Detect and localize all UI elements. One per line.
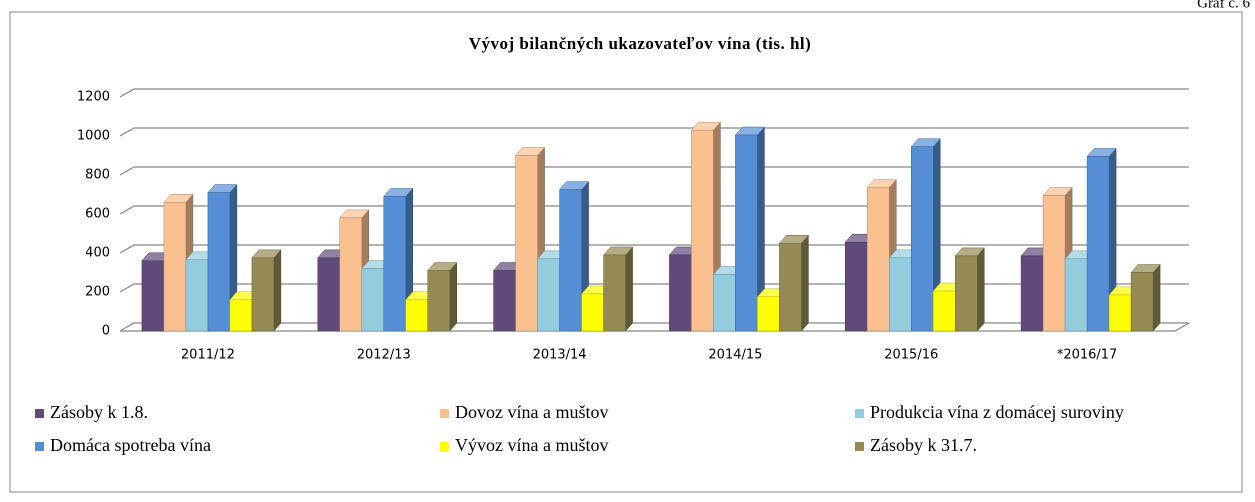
bar-side: [449, 261, 457, 332]
legend-swatch: [35, 409, 44, 418]
bar: [207, 192, 231, 332]
bar: [581, 293, 604, 332]
grid-line: [119, 244, 1189, 254]
bar: [361, 268, 384, 332]
bar: [493, 270, 516, 332]
grid-line: [119, 127, 1189, 137]
legend-label: Domáca spotreba vína: [50, 435, 211, 455]
bar-side: [273, 249, 282, 332]
bar: [1086, 156, 1110, 332]
bar: [669, 254, 692, 332]
x-tick-label: 2013/14: [533, 348, 587, 363]
y-tick-label: 200: [85, 285, 110, 300]
bar-side: [625, 246, 633, 332]
bar: [405, 299, 428, 332]
bar: [757, 296, 780, 332]
bar: [1108, 294, 1132, 332]
y-tick-label: 0: [102, 324, 110, 339]
x-tick-label: 2012/13: [357, 348, 411, 363]
bar: [339, 217, 362, 332]
y-tick-label: 1000: [77, 129, 110, 144]
bar: [185, 259, 209, 332]
legend-label: Zásoby k 1.8.: [50, 402, 148, 422]
legend-label: Dovoz vína a muštov: [455, 402, 608, 422]
bar: [1042, 195, 1066, 332]
bar: [603, 254, 626, 332]
bar: [251, 257, 275, 332]
bar: [691, 129, 714, 332]
bar: [317, 257, 340, 332]
bar: [229, 299, 253, 332]
y-tick-label: 800: [85, 168, 110, 183]
legend-swatch: [440, 409, 449, 418]
bar-side: [801, 234, 809, 332]
grid-line: [119, 166, 1189, 176]
legend-label: Produkcia vína z domácej suroviny: [870, 402, 1124, 422]
x-tick-label: 2014/15: [708, 348, 762, 363]
y-tick-label: 400: [85, 246, 110, 261]
bar: [163, 202, 187, 332]
y-tick-label: 1200: [77, 90, 110, 105]
floor: [120, 322, 1190, 332]
bar: [933, 290, 956, 332]
grid-line: [119, 88, 1189, 98]
x-tick-label: 2015/16: [884, 348, 938, 363]
chart-title: Vývoj bilančných ukazovateľov vína (tis.…: [469, 34, 812, 53]
bar-side: [977, 247, 985, 332]
chart-caption: Graf č. 6: [1197, 0, 1250, 11]
bar: [383, 196, 406, 332]
bar: [889, 257, 912, 332]
legend-swatch: [440, 442, 449, 451]
bar: [1020, 255, 1044, 332]
bar: [713, 274, 736, 332]
bar: [141, 260, 165, 332]
bar: [779, 243, 802, 332]
y-tick-label: 600: [85, 207, 110, 222]
legend-swatch: [35, 442, 44, 451]
legend-label: Zásoby k 31.7.: [870, 435, 977, 455]
grid-line: [119, 322, 1189, 332]
bar: [1130, 272, 1154, 332]
legend-label: Vývoz vína a muštov: [455, 435, 608, 455]
grid-line: [119, 283, 1189, 293]
bar: [911, 146, 934, 332]
legend-swatch: [855, 442, 864, 451]
bar: [867, 187, 890, 332]
legend-swatch: [855, 409, 864, 418]
bar: [955, 255, 978, 332]
x-tick-label: *2016/17: [1057, 348, 1118, 363]
bar-side: [1152, 263, 1161, 332]
bar: [537, 258, 560, 332]
bar: [427, 270, 450, 332]
bar: [735, 134, 758, 332]
bar: [559, 189, 582, 332]
bar: [515, 155, 538, 332]
bar: [1064, 258, 1088, 332]
bar: [845, 242, 868, 332]
x-tick-label: 2011/12: [181, 348, 235, 363]
grid-line: [119, 205, 1189, 215]
